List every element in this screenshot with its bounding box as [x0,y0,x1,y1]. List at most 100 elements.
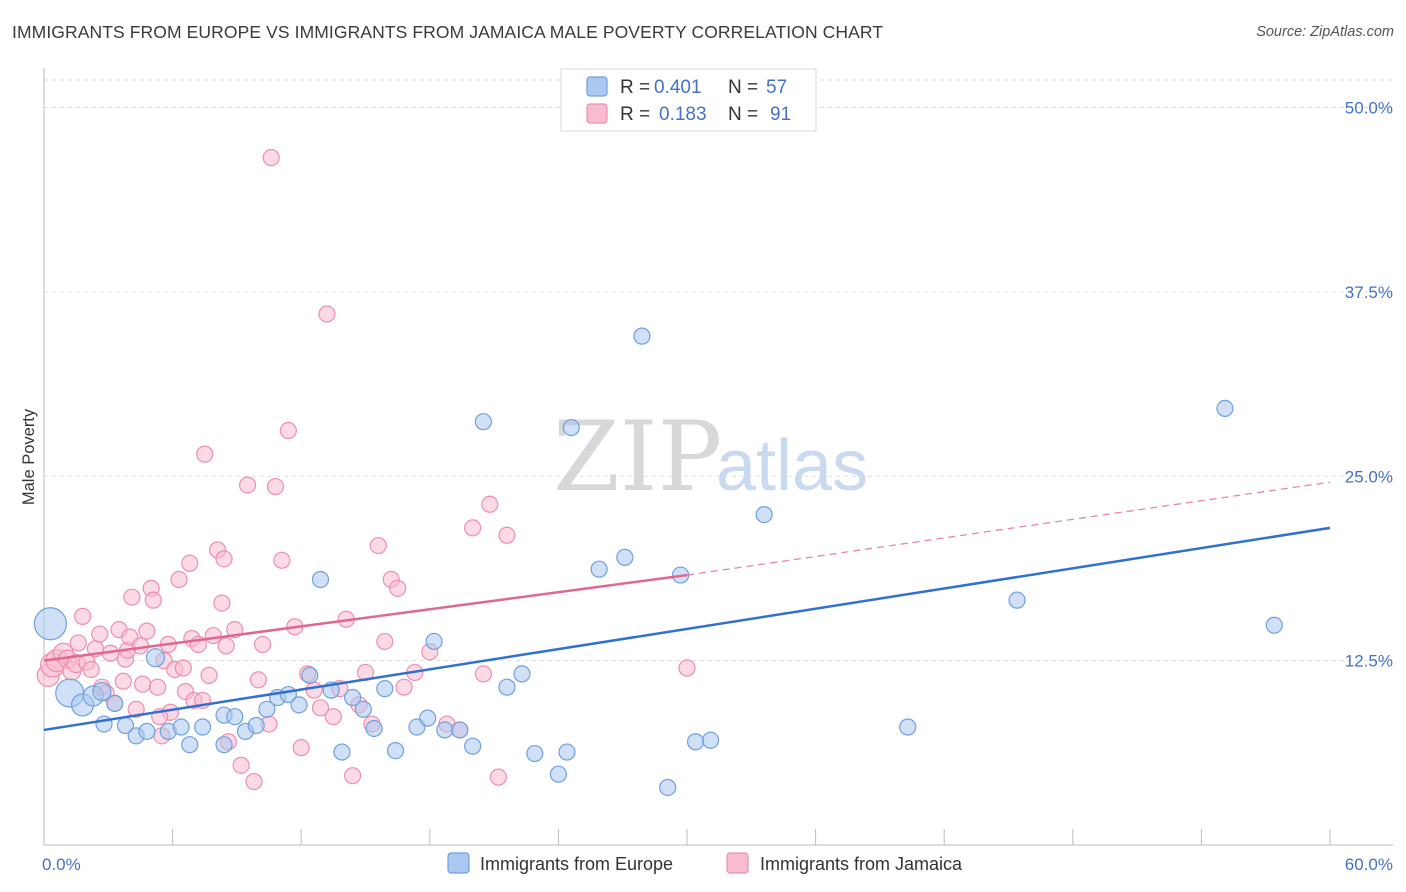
europe-point [92,681,112,702]
y-tick-labels: 12.5% 25.0% 37.5% 50.0% [1345,99,1393,671]
jamaica-point [148,678,167,696]
jamaica-point [174,659,192,677]
europe-point [311,570,330,589]
jamaica-point [138,622,156,640]
watermark: ZIP atlas [553,401,868,513]
jamaica-point [196,445,214,463]
jamaica-point [273,551,291,569]
europe-point [686,733,705,751]
europe-point [701,731,720,749]
jamaica-point [318,305,336,323]
europe-point [513,665,531,683]
jamaica-point [305,681,323,699]
source-label: Source: ZipAtlas.com [1256,24,1394,40]
legend-europe-swatch [586,76,608,97]
legend-europe-r-value: 0.401 [654,77,702,98]
europe-point [549,765,568,783]
jamaica-point [170,570,188,589]
jamaica-point [279,421,297,440]
jamaica-point [73,607,92,625]
europe-point [333,743,351,761]
jamaica-point [127,700,145,718]
europe-point [247,716,265,735]
europe-point [145,648,166,668]
jamaica-point [239,476,257,494]
europe-point [425,632,443,651]
watermark-zip: ZIP [553,401,722,513]
y-tick-label: 37.5% [1345,283,1393,302]
europe-trend-line [43,526,1331,732]
europe-point [106,694,124,713]
europe-point [755,505,773,524]
europe-point [419,709,437,727]
jamaica-point [249,671,267,689]
bottom-legend-jamaica-swatch [726,852,749,874]
jamaica-point [262,149,280,167]
bottom-legend: Immigrants from Europe Immigrants from J… [447,852,963,874]
jamaica-point [464,519,482,537]
series-europe-points [33,327,1283,797]
jamaica-point [474,665,492,683]
europe-point [474,413,492,431]
europe-point [138,722,156,741]
europe-point [226,708,244,726]
legend-europe-r-label: R = [620,77,650,98]
jamaica-point [481,495,499,513]
europe-point [590,560,608,578]
europe-point [659,778,677,797]
jamaica-point [123,588,141,606]
europe-point [526,744,544,763]
jamaica-point [204,626,222,645]
jamaica-point [232,756,250,774]
x-tick-label-max: 60.0% [1345,855,1393,874]
x-tick-label-min: 0.0% [42,855,81,874]
jamaica-point [344,767,362,785]
jamaica-point [254,635,272,654]
legend-jamaica-r-value: 0.183 [659,104,707,125]
jamaica-point [395,678,413,696]
jamaica-point [498,526,516,544]
jamaica-point [324,708,342,726]
jamaica-point [213,594,231,612]
legend-jamaica-r-label: R = [620,104,650,125]
jamaica-point [114,672,132,690]
europe-point [215,736,233,754]
jamaica-point [292,739,310,757]
y-tick-label: 50.0% [1345,99,1393,118]
europe-point [616,548,634,566]
europe-point [386,741,405,760]
jamaica-point [133,675,152,693]
bottom-legend-jamaica-label: Immigrants from Jamaica [760,854,963,874]
jamaica-point [311,699,330,717]
jamaica-trend-line [43,573,688,662]
jamaica-point [144,591,162,609]
jamaica-point [376,632,394,651]
jamaica-point [215,550,233,568]
europe-point [344,688,362,707]
jamaica-point [489,768,507,786]
jamaica-point [91,625,109,643]
europe-point [562,418,580,437]
jamaica-point [678,659,696,677]
y-tick-label: 25.0% [1345,467,1393,486]
legend-jamaica-n-value: 91 [770,104,791,125]
y-axis-title: Male Poverty [20,408,38,505]
jamaica-point [245,772,263,791]
europe-point [258,700,276,718]
jamaica-point [369,536,387,555]
europe-point [1008,591,1026,609]
jamaica-point [69,634,87,652]
jamaica-point [266,477,285,496]
bottom-legend-europe-swatch [447,852,470,874]
top-legend: R = 0.401 N = 57 R = 0.183 N = 91 [560,68,817,132]
jamaica-point [389,579,407,597]
trend-lines [43,481,1331,732]
europe-point [899,718,917,736]
watermark-atlas: atlas [716,426,868,506]
europe-point [365,719,383,738]
europe-point [376,680,394,698]
legend-jamaica-swatch [586,103,608,124]
europe-point [498,678,516,696]
europe-point [301,666,319,684]
europe-point [1216,399,1234,417]
